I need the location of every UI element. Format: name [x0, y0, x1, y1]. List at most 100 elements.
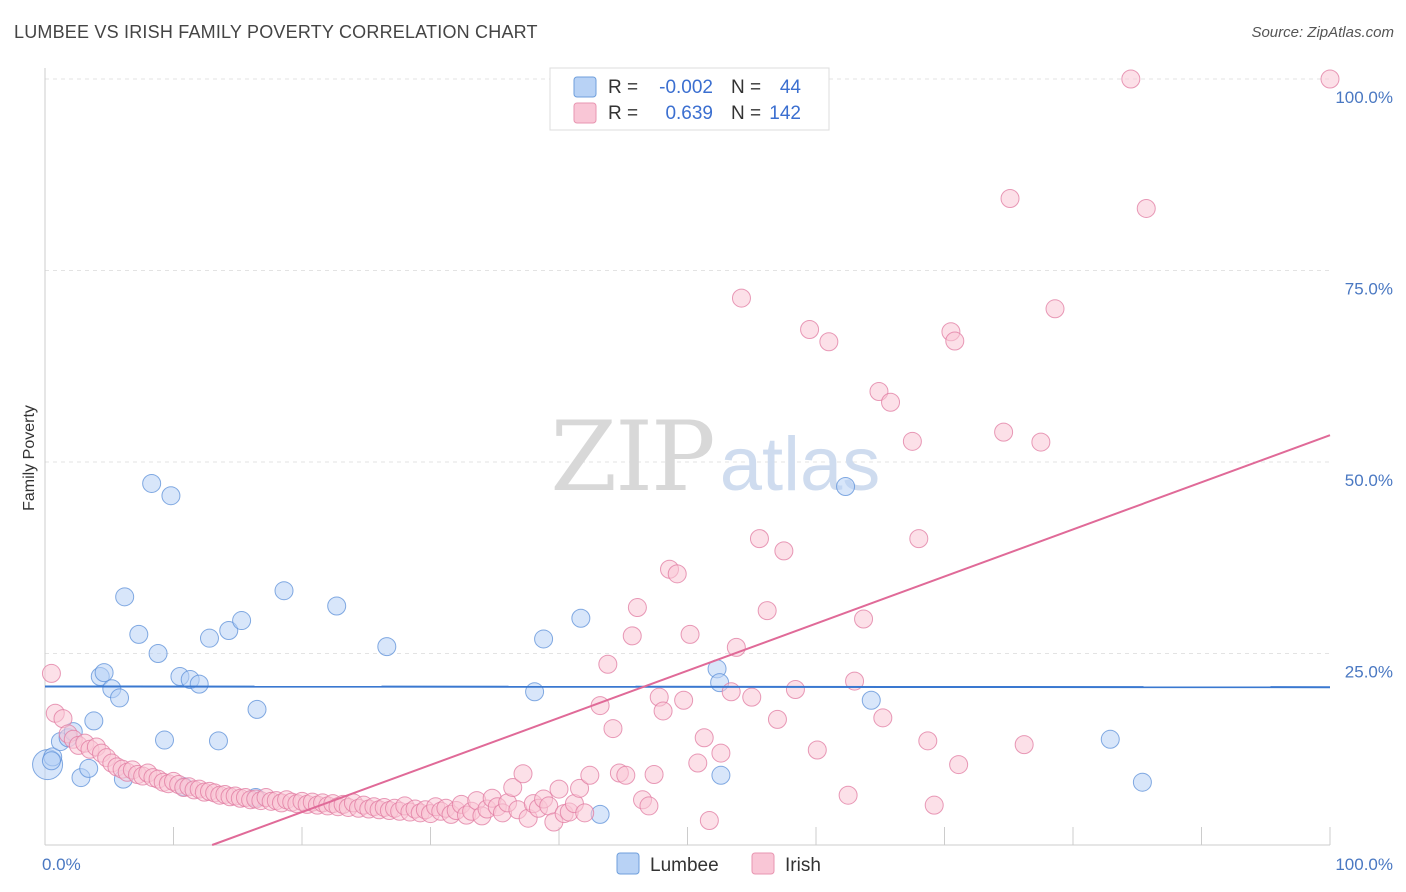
irish-point	[603, 719, 623, 739]
irish-point	[1045, 299, 1065, 319]
lumbee-point	[247, 699, 267, 719]
irish-point	[881, 392, 901, 412]
x-tick-labels: 0.0% 100.0%	[42, 855, 1393, 874]
lumbee-point	[274, 581, 294, 601]
legend-swatch-lumbee	[573, 76, 597, 98]
irish-point	[749, 529, 769, 549]
irish-point	[721, 682, 741, 702]
lumbee-point	[110, 688, 130, 708]
lumbee-point	[377, 637, 397, 657]
lumbee-point	[161, 486, 181, 506]
bottom-legend: Lumbee Irish	[616, 852, 821, 876]
irish-point	[699, 810, 719, 830]
lumbee-trend-line	[44, 685, 1331, 689]
irish-point	[800, 319, 820, 339]
lumbee-point	[534, 629, 554, 649]
y-tick-label: 25.0%	[1345, 663, 1393, 682]
lumbee-point	[41, 751, 61, 771]
irish-point	[731, 288, 751, 308]
irish-point	[1121, 69, 1141, 89]
chart-title: LUMBEE VS IRISH FAMILY POVERTY CORRELATI…	[14, 22, 538, 42]
irish-point	[838, 785, 858, 805]
y-tick-label: 50.0%	[1345, 471, 1393, 490]
irish-point	[949, 755, 969, 775]
gridlines	[45, 78, 1330, 654]
irish-point	[742, 687, 762, 707]
irish-point	[945, 331, 965, 351]
irish-point	[570, 778, 590, 798]
irish-point	[854, 609, 874, 629]
lumbee-points	[32, 473, 1152, 824]
y-tick-labels: 25.0% 50.0% 75.0% 100.0%	[1335, 88, 1393, 682]
y-axis-label: Family Poverty	[21, 405, 38, 511]
irish-point	[694, 728, 714, 748]
irish-point	[513, 764, 533, 784]
irish-point	[598, 654, 618, 674]
lumbee-point	[208, 731, 228, 751]
irish-point	[503, 778, 523, 798]
legend-n-label-lumbee: N =	[731, 77, 761, 98]
source-attribution: Source: ZipAtlas.com	[1251, 24, 1394, 41]
lumbee-point	[571, 608, 591, 628]
bottom-legend-label-lumbee: Lumbee	[650, 855, 719, 876]
watermark-zip: ZIP	[550, 401, 713, 513]
irish-point	[667, 564, 687, 584]
legend-box: R = -0.002 N = 44 R = 0.639 N = 142	[549, 67, 830, 131]
irish-point	[41, 663, 61, 683]
legend-r-label-lumbee: R =	[608, 77, 638, 98]
irish-point	[767, 709, 787, 729]
legend-n-label-irish: N =	[731, 103, 761, 124]
irish-point	[1000, 188, 1020, 208]
irish-point	[627, 598, 647, 618]
irish-point	[711, 743, 731, 763]
bottom-legend-swatch-lumbee	[616, 852, 640, 875]
irish-point	[807, 740, 827, 760]
lumbee-point	[155, 730, 175, 750]
lumbee-point	[232, 611, 252, 631]
lumbee-point	[711, 765, 731, 785]
irish-point	[644, 765, 664, 785]
lumbee-point	[327, 596, 347, 616]
irish-point	[549, 779, 569, 799]
irish-point	[785, 680, 805, 700]
lumbee-point	[525, 682, 545, 702]
irish-points	[41, 69, 1340, 832]
irish-point	[909, 529, 929, 549]
lumbee-point	[129, 624, 149, 644]
irish-point	[616, 765, 636, 785]
legend-r-label-irish: R =	[608, 103, 638, 124]
legend-n-value-irish: 142	[769, 103, 801, 124]
lumbee-point	[861, 690, 881, 710]
legend-swatch-irish	[573, 102, 597, 124]
irish-point	[680, 624, 700, 644]
lumbee-point	[189, 674, 209, 694]
irish-point	[757, 601, 777, 621]
lumbee-point	[94, 663, 114, 683]
irish-point	[674, 690, 694, 710]
bottom-legend-label-irish: Irish	[785, 855, 821, 876]
irish-point	[1031, 432, 1051, 452]
irish-point	[845, 671, 865, 691]
irish-point	[819, 332, 839, 352]
lumbee-point	[1132, 772, 1152, 792]
watermark-atlas: atlas	[720, 422, 881, 507]
x-tick-label: 100.0%	[1335, 855, 1393, 874]
irish-point	[622, 626, 642, 646]
bottom-legend-swatch-irish	[751, 852, 775, 875]
legend-r-value-lumbee: -0.002	[659, 77, 713, 98]
trend-lines	[44, 434, 1331, 846]
irish-point	[774, 541, 794, 561]
lumbee-point	[142, 473, 162, 493]
irish-point	[639, 796, 659, 816]
irish-point	[924, 795, 944, 815]
lumbee-point	[1100, 729, 1120, 749]
irish-point	[688, 753, 708, 773]
irish-point	[653, 701, 673, 721]
irish-point	[873, 708, 893, 728]
lumbee-point	[115, 587, 135, 607]
y-tick-label: 75.0%	[1345, 280, 1393, 299]
legend-r-value-irish: 0.639	[665, 103, 713, 124]
y-tick-label: 100.0%	[1335, 88, 1393, 107]
x-tick-label: 0.0%	[42, 855, 81, 874]
